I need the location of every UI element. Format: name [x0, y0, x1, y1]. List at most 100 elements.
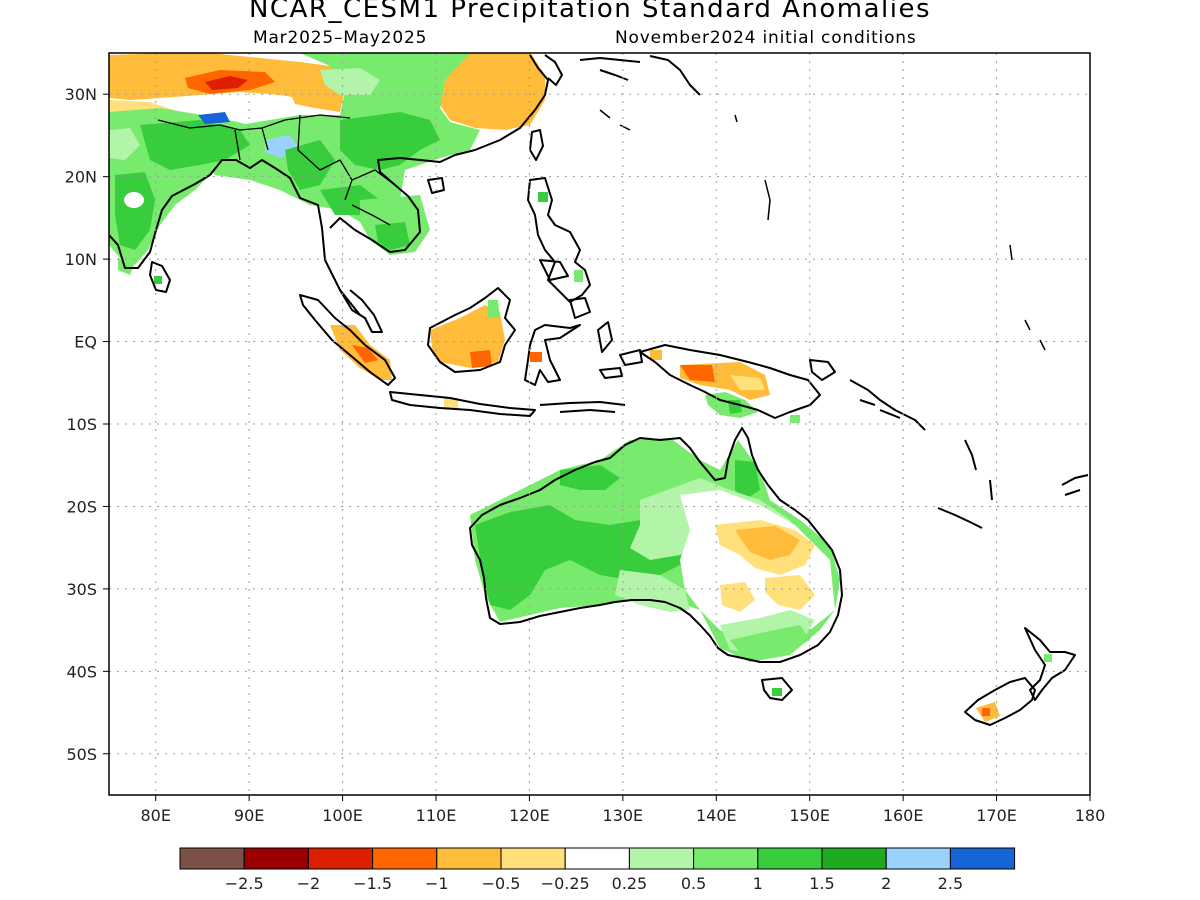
- anomaly-region: [205, 76, 248, 90]
- lon-label: 90E: [234, 806, 264, 825]
- colorbar-label: 2.5: [938, 874, 963, 893]
- coastline: [761, 677, 793, 701]
- anomaly-region: [735, 460, 760, 500]
- coastline: [937, 507, 983, 529]
- lon-label: 100E: [322, 806, 363, 825]
- coastline: [849, 379, 926, 431]
- lat-label: 20N: [65, 168, 97, 187]
- anomaly-region: [470, 350, 492, 368]
- coastline: [639, 344, 821, 419]
- colorbar: −2.5 −2 −1.5 −1 −0.5 −0.25 0.25 0.5 1 1.5 2 2.5: [179, 847, 1016, 893]
- coastline: [809, 359, 836, 381]
- lon-label: 160E: [883, 806, 924, 825]
- lat-label: 50S: [66, 745, 97, 764]
- longitude-labels: 80E 90E 100E 110E 120E 130E 140E 150E 160E 170E 18…: [140, 795, 1105, 825]
- colorbar-swatch: [500, 847, 566, 870]
- coastline: [597, 321, 643, 379]
- colorbar-swatch: [949, 847, 1016, 870]
- lat-label: 10S: [66, 415, 97, 434]
- coastline: [427, 177, 445, 194]
- anomaly-region: [650, 350, 662, 360]
- coastline: [964, 439, 993, 501]
- colorbar-swatch: [821, 847, 887, 870]
- anomaly-region: [375, 222, 410, 250]
- anomaly-region: [530, 352, 542, 362]
- anomaly-region: [735, 526, 800, 560]
- anomaly-region: [765, 575, 815, 610]
- lat-label: 10N: [65, 250, 97, 269]
- colorbar-swatch: [372, 847, 438, 870]
- anomaly-region: [488, 300, 500, 318]
- anomaly-region: [982, 708, 990, 716]
- colorbar-label: −2: [297, 874, 321, 893]
- coastline: [539, 259, 569, 281]
- colorbar-swatch: [757, 847, 823, 870]
- colorbar-swatch: [628, 847, 695, 870]
- anomaly-region: [140, 120, 250, 170]
- coastline: [469, 427, 843, 663]
- lat-label: 30N: [65, 85, 97, 104]
- lat-label: EQ: [74, 333, 97, 352]
- lon-label: 80E: [140, 806, 170, 825]
- anomaly-region: [340, 112, 440, 170]
- lat-label: 30S: [66, 580, 97, 599]
- latitude-labels: 30N 20N 10N EQ 10S 20S 30S 40S 50S: [65, 85, 109, 764]
- lat-label: 20S: [66, 497, 97, 516]
- anomaly-region: [538, 192, 548, 202]
- lon-label: 180: [1075, 806, 1106, 825]
- anomaly-region: [352, 345, 378, 363]
- anomaly-region: [574, 270, 583, 282]
- coastline: [527, 177, 591, 303]
- coastline: [544, 54, 563, 86]
- anomaly-region: [730, 375, 765, 390]
- forecast-period: Mar2025–May2025: [253, 28, 428, 48]
- colorbar-label: −1: [425, 874, 449, 893]
- colorbar-label: −1.5: [353, 874, 392, 893]
- anomaly-region: [560, 465, 620, 490]
- anomaly-region: [440, 53, 545, 130]
- colorbar-swatch: [436, 847, 502, 870]
- anomaly-region: [1044, 654, 1052, 662]
- lon-label: 140E: [696, 806, 737, 825]
- coastline: [149, 261, 171, 293]
- colorbar-label: 0.25: [612, 874, 648, 893]
- anomaly-region: [730, 625, 810, 660]
- coastline: [569, 297, 591, 319]
- coastline: [427, 287, 516, 373]
- colorbar-swatch: [179, 847, 245, 870]
- anomaly-region: [615, 570, 690, 612]
- anomaly-region: [154, 276, 162, 284]
- anomaly-field: [109, 53, 1052, 722]
- lat-label: 40S: [66, 662, 97, 681]
- colorbar-label: 1.5: [809, 874, 834, 893]
- anomaly-region: [680, 365, 715, 382]
- coastline: [109, 54, 549, 316]
- coastline: [389, 391, 536, 417]
- colorbar-label: −0.25: [541, 874, 590, 893]
- graticule: [109, 53, 1090, 795]
- coastline: [964, 677, 1036, 726]
- anomaly-region: [124, 192, 144, 208]
- anomaly-region: [720, 582, 755, 612]
- coastline: [299, 294, 396, 386]
- coastline: [339, 289, 383, 333]
- anomaly-region: [772, 688, 782, 696]
- colorbar-label: −0.5: [482, 874, 521, 893]
- coastline: [1024, 627, 1076, 701]
- colorbar-label: 1: [753, 874, 763, 893]
- anomaly-region: [444, 398, 458, 408]
- colorbar-label: 0.5: [681, 874, 706, 893]
- lon-label: 170E: [976, 806, 1017, 825]
- colorbar-label: 2: [881, 874, 891, 893]
- colorbar-swatch: [243, 847, 309, 870]
- coastline: [529, 129, 544, 161]
- lon-label: 150E: [789, 806, 830, 825]
- coastline: [1061, 474, 1089, 496]
- anomaly-region: [115, 172, 155, 250]
- initial-conditions: November2024 initial conditions: [615, 28, 917, 48]
- anomaly-region: [790, 415, 800, 423]
- chart-title: NCAR_CESM1 Precipitation Standard Anomal…: [248, 0, 932, 24]
- anomaly-region: [320, 68, 380, 95]
- colorbar-swatch: [693, 847, 759, 870]
- coastlines: [109, 54, 1089, 726]
